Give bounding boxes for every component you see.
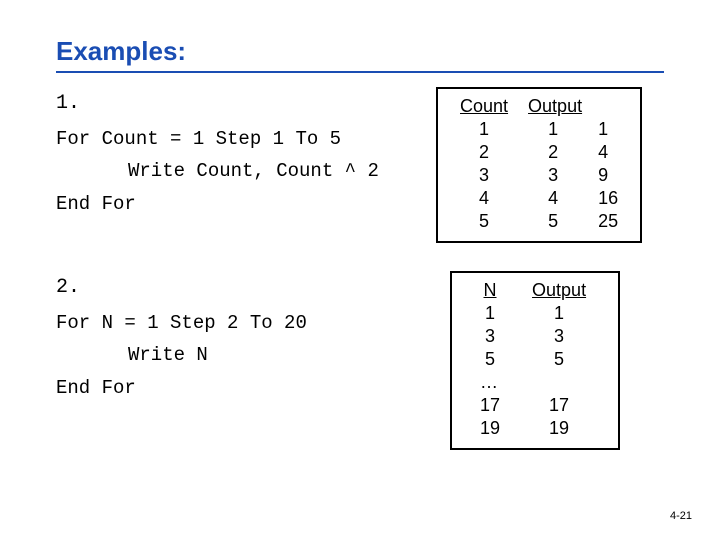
table-cell: 1 — [472, 302, 508, 325]
example-2-row: 2. For N = 1 Step 2 To 20 Write N End Fo… — [56, 271, 664, 450]
table-cell: 16 — [590, 187, 626, 210]
code-line: For N = 1 Step 2 To 20 — [56, 307, 436, 339]
page-title: Examples: — [56, 36, 664, 73]
col-header-output: Output — [516, 95, 590, 118]
table-cell: 1 — [516, 118, 590, 141]
example-1-number: 1. — [56, 87, 436, 121]
table-cell: 3 — [516, 164, 590, 187]
table-cell: … — [472, 371, 508, 394]
example-1-table: Count Output 111 224 339 4416 5525 — [436, 87, 642, 243]
table-cell: 5 — [452, 210, 516, 233]
table-cell: 1 — [508, 302, 594, 325]
page-footer: 4-21 — [670, 510, 692, 522]
table-cell: 3 — [452, 164, 516, 187]
code-line: Write N — [56, 339, 436, 371]
table-cell — [508, 371, 594, 394]
table-cell: 5 — [516, 210, 590, 233]
table-cell: 19 — [472, 417, 508, 440]
table-cell: 9 — [590, 164, 626, 187]
table-cell: 1 — [590, 118, 626, 141]
table-cell: 4 — [590, 141, 626, 164]
example-2-table: N Output 11 33 55 … 1717 1919 — [450, 271, 620, 450]
table-cell: 5 — [472, 348, 508, 371]
table-cell: 5 — [508, 348, 594, 371]
example-2-number: 2. — [56, 271, 436, 305]
table-cell: 3 — [472, 325, 508, 348]
table-cell: 17 — [472, 394, 508, 417]
code-line: End For — [56, 372, 436, 404]
code-line: For Count = 1 Step 1 To 5 — [56, 123, 436, 155]
table-cell: 2 — [516, 141, 590, 164]
table-cell: 2 — [452, 141, 516, 164]
col-header-count: Count — [452, 95, 516, 118]
col-header-output: Output — [508, 279, 594, 302]
example-1-row: 1. For Count = 1 Step 1 To 5 Write Count… — [56, 87, 664, 243]
example-2-code: 2. For N = 1 Step 2 To 20 Write N End Fo… — [56, 271, 436, 404]
table-cell: 19 — [508, 417, 594, 440]
example-1-code: 1. For Count = 1 Step 1 To 5 Write Count… — [56, 87, 436, 220]
code-line: End For — [56, 188, 436, 220]
table-cell: 4 — [452, 187, 516, 210]
table-cell: 4 — [516, 187, 590, 210]
table-cell: 25 — [590, 210, 626, 233]
table-cell: 17 — [508, 394, 594, 417]
table-cell: 1 — [452, 118, 516, 141]
col-spacer — [590, 95, 626, 118]
col-header-n: N — [472, 279, 508, 302]
table-cell: 3 — [508, 325, 594, 348]
code-line: Write Count, Count ^ 2 — [56, 155, 436, 187]
